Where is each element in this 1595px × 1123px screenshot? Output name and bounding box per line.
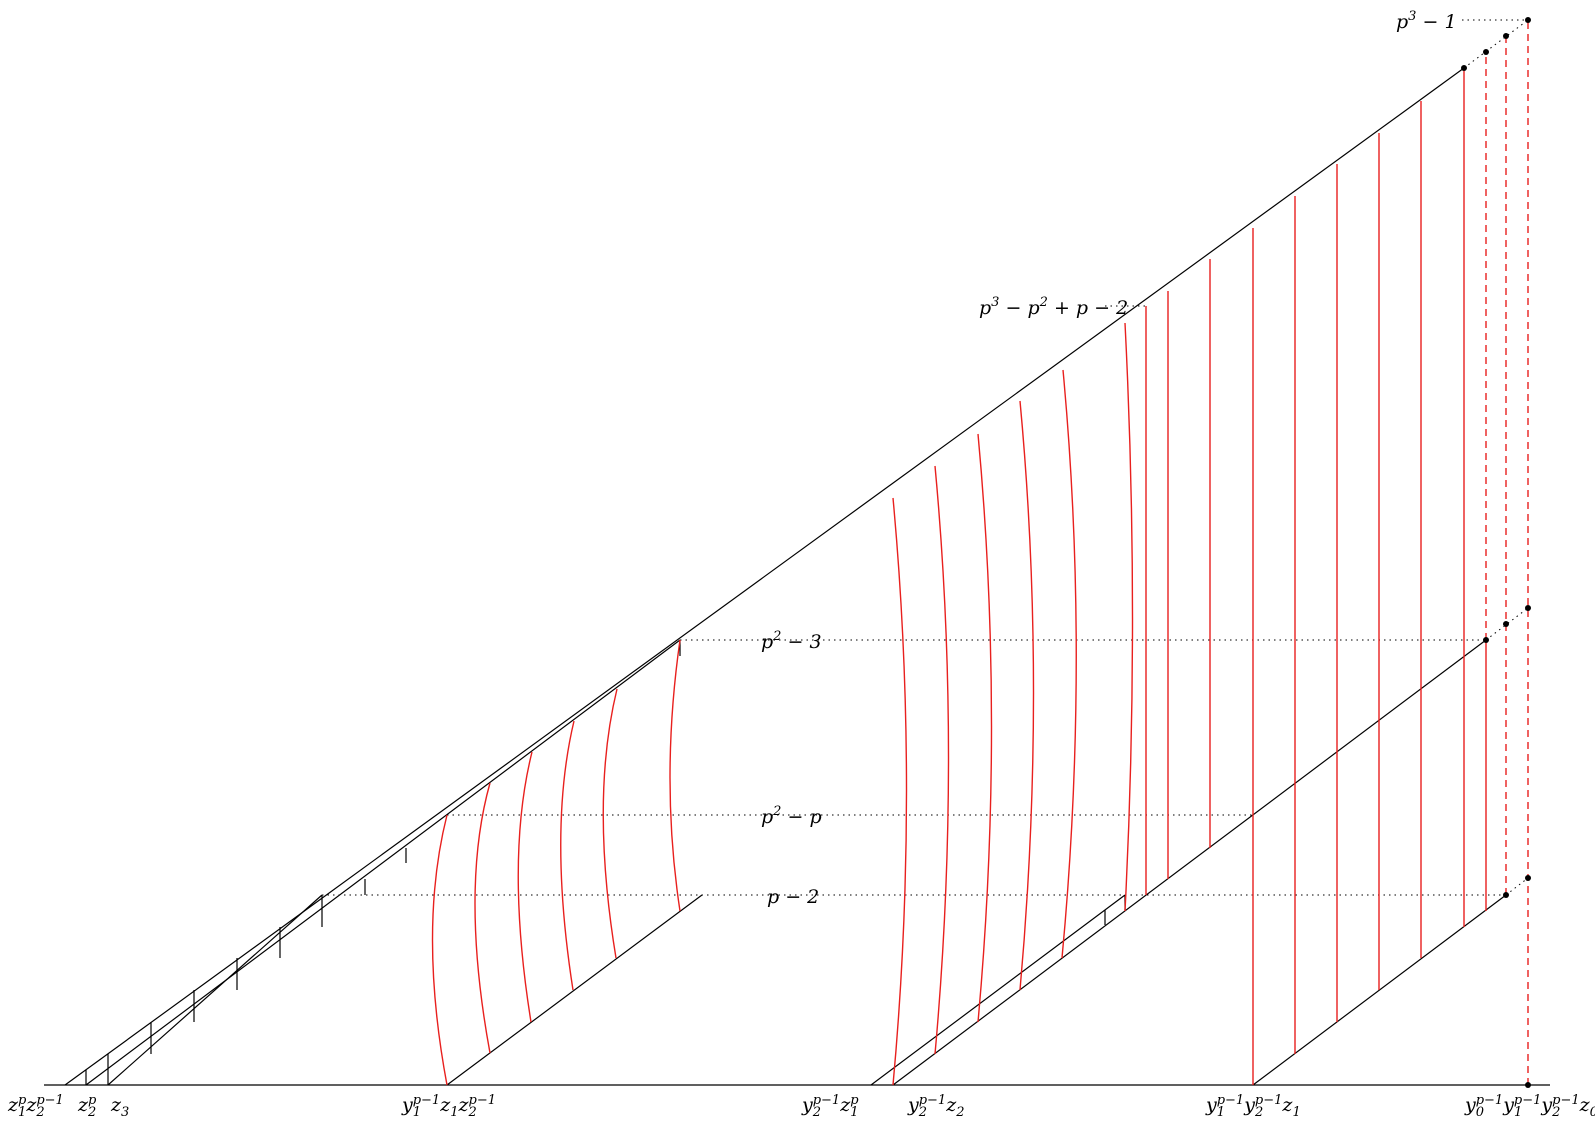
tip-dots-low	[1505, 877, 1529, 896]
marked-points	[1461, 17, 1531, 1088]
tip-dots-top	[1463, 19, 1529, 69]
black-structure	[44, 67, 1550, 1086]
label-p2-p: p2 − p	[761, 804, 822, 828]
level-labels: p3 − 1 p3 − p2 + p − 2 p2 − 3 p2 − p p −…	[761, 9, 1457, 908]
label-y1p-1-y2p-1-z1: y1p−1y2p−1z1	[1205, 1093, 1301, 1120]
label-p-2: p − 2	[767, 886, 819, 908]
label-z3: z3	[110, 1094, 129, 1120]
point-top-4	[1461, 65, 1467, 71]
strip-left-line-2	[85, 639, 681, 1086]
red-columns	[431, 20, 1529, 1086]
point-top-3	[1483, 49, 1489, 55]
label-y0p-1-y1p-1-y2p-1-z0: y0p−1y1p−1y2p−1z0	[1464, 1093, 1595, 1120]
point-base	[1525, 1082, 1531, 1088]
point-low-1	[1525, 875, 1531, 881]
point-mid-3	[1483, 637, 1489, 643]
point-top-2	[1503, 33, 1509, 39]
label-p2-3: p2 − 3	[761, 629, 822, 653]
red-curves-left	[431, 639, 681, 1086]
red-verticals	[1145, 68, 1487, 1085]
label-z2p: z2p	[77, 1093, 97, 1120]
red-curves-mid	[892, 322, 1134, 1086]
label-y1p-1-z1-z2p-1: y1p−1z1z2p−1	[401, 1093, 496, 1120]
point-top-1	[1525, 17, 1531, 23]
label-y2p-1-z1p: y2p−1z1p	[801, 1093, 859, 1120]
red-dashed-columns	[1485, 20, 1529, 1085]
tip-dots-mid	[1485, 607, 1529, 641]
point-mid-2	[1503, 621, 1509, 627]
diag-y1-z1-z2	[446, 894, 703, 1086]
point-low-2	[1503, 892, 1509, 898]
strip-left-line-3	[107, 894, 323, 1086]
main-hypotenuse	[64, 67, 1465, 1086]
strip-mid-line-2	[892, 639, 1487, 1086]
label-y2p-1-z2: y2p−1z2	[907, 1093, 965, 1120]
label-p3-1: p3 − 1	[1396, 9, 1457, 33]
rungs-mid	[1104, 895, 1126, 925]
point-mid-1	[1525, 605, 1531, 611]
label-p3-p2-p-2: p3 − p2 + p − 2	[979, 295, 1128, 319]
rungs-left	[85, 640, 681, 1085]
bottom-labels: z1pz2p−1 z2p z3 y1p−1z1z2p−1 y2p−1z1p y2…	[7, 1093, 1595, 1120]
level-guides	[322, 19, 1529, 896]
strip-mid-line-1	[870, 894, 1126, 1086]
label-z1p-z2p-1: z1pz2p−1	[7, 1093, 64, 1120]
